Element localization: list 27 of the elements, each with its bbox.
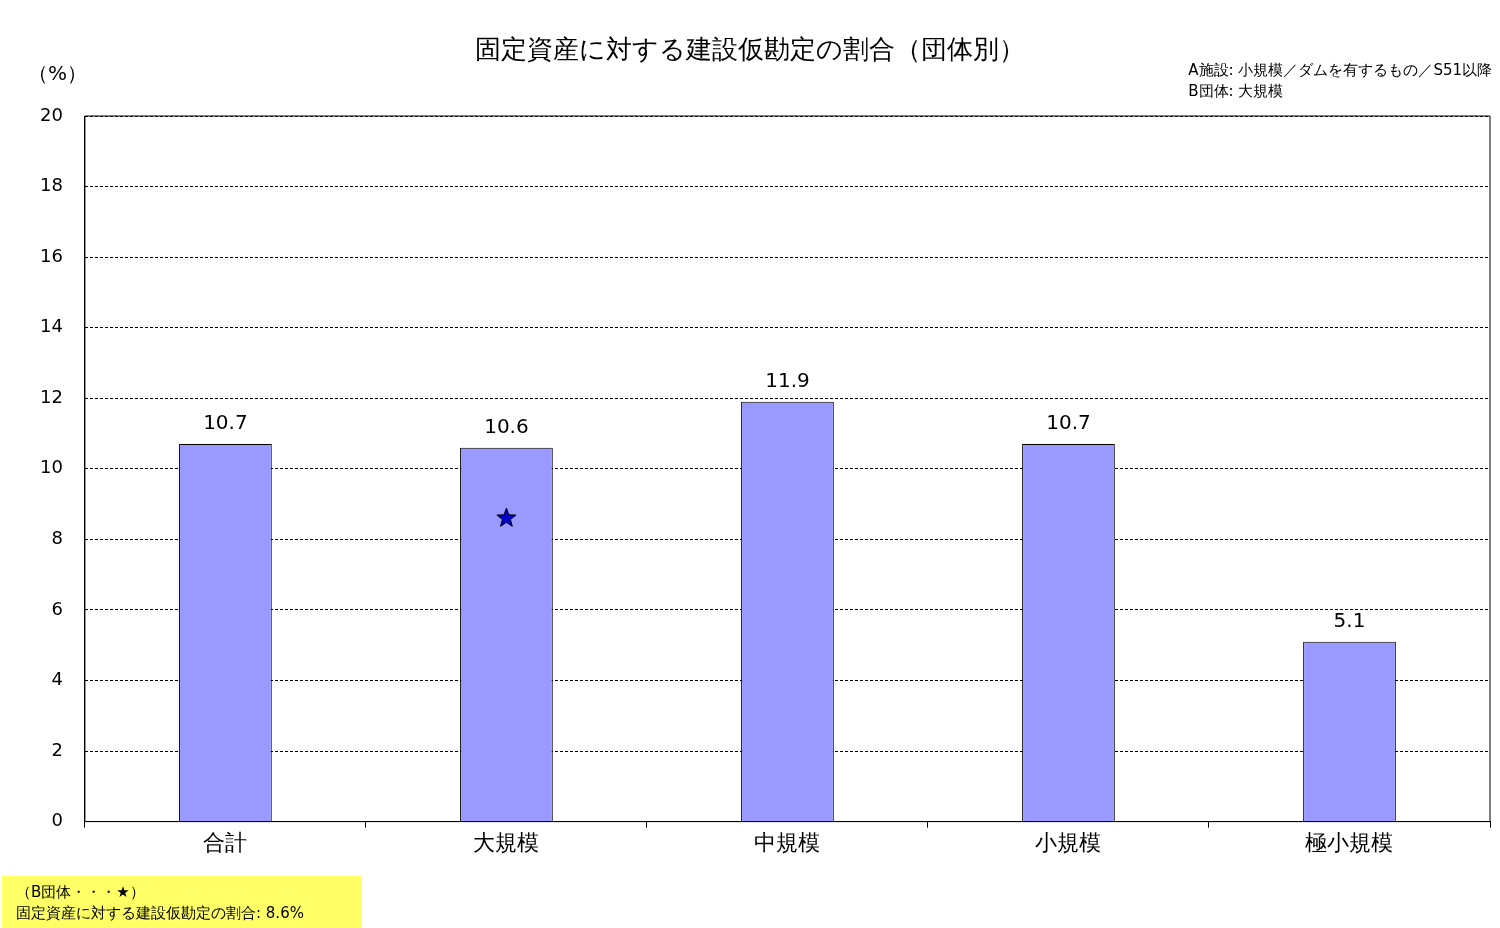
y-axis-title: （%） [28, 60, 88, 87]
y-tick-label: 20 [40, 103, 63, 125]
data-label: 10.7 [1046, 410, 1091, 435]
y-tick-label: 2 [51, 738, 63, 760]
text: A施設: 小規模／ダムを有するもの／S51以降 [1188, 60, 1492, 81]
y-tick-label: 6 [51, 597, 63, 619]
y-tick-label: 4 [51, 668, 63, 690]
text: （B団体・・・★） [16, 882, 146, 903]
data-label: 10.6 [484, 413, 529, 438]
x-tick-label: 中規模 [754, 829, 821, 855]
text: 固定資産に対する建設仮勘定の割合: 8.6% [16, 903, 305, 924]
y-tick-label: 16 [40, 244, 63, 266]
x-tick-label: 合計 [203, 829, 248, 855]
y-tick-label: 10 [40, 456, 63, 478]
text: B団体: 大規模 [1188, 81, 1285, 102]
y-tick-label: 8 [51, 527, 63, 549]
data-label: 11.9 [765, 367, 810, 392]
data-label: 5.1 [1333, 607, 1366, 632]
data-label: 10.7 [203, 410, 248, 435]
y-tick-label: 0 [51, 809, 63, 831]
x-tick-label: 極小規模 [1305, 829, 1394, 855]
y-tick-label: 14 [40, 315, 63, 337]
y-tick-label: 18 [40, 174, 63, 196]
y-tick-label: 12 [40, 385, 63, 407]
x-tick-label: 大規模 [473, 829, 540, 855]
x-tick-label: 小規模 [1035, 829, 1102, 855]
chart-title: 固定資産に対する建設仮勘定の割合（団体別） [475, 34, 1025, 64]
